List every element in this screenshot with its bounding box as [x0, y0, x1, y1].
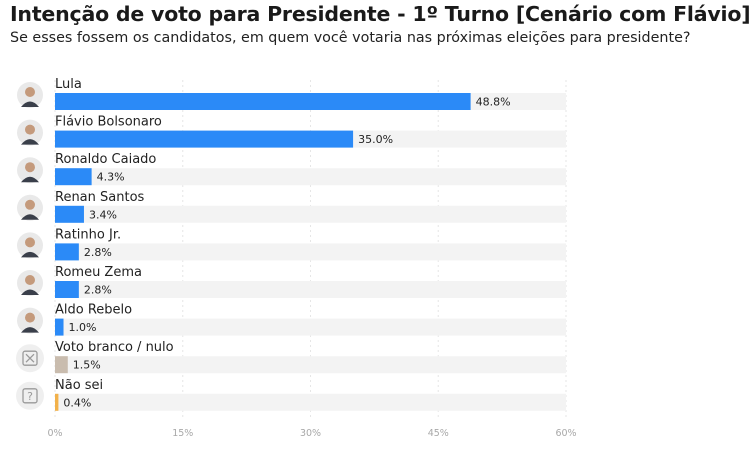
category-label: Ratinho Jr.	[55, 227, 121, 242]
question-box-icon	[22, 388, 38, 404]
value-label: 2.8%	[84, 246, 112, 259]
avatar-head	[25, 237, 35, 248]
x-tick-label: 60%	[555, 428, 576, 439]
bar	[55, 356, 68, 374]
avatar-body	[21, 214, 39, 220]
avatar-body	[21, 101, 39, 107]
question-mark: ?	[27, 390, 33, 403]
avatar-bg	[16, 381, 44, 410]
bar-track	[55, 205, 566, 223]
category-label: Lula	[55, 77, 82, 92]
avatar-head	[25, 124, 35, 135]
x-tick-label: 45%	[428, 428, 449, 439]
value-label: 4.3%	[97, 171, 125, 184]
bar-track	[55, 243, 566, 261]
value-label: 0.4%	[63, 396, 91, 409]
x-box-icon	[16, 344, 44, 373]
bar-track	[55, 168, 566, 186]
x-tick-label: 15%	[172, 428, 193, 439]
bar-row: ? Não sei 0.4%	[16, 378, 566, 411]
category-label: Não sei	[55, 378, 103, 393]
bar-row: Renan Santos 3.4%	[17, 190, 566, 223]
bar-track	[55, 318, 566, 336]
bar-row: Flávio Bolsonaro 35.0%	[17, 115, 566, 148]
avatar-head	[25, 87, 35, 97]
value-label: 3.4%	[89, 208, 117, 221]
avatar-body	[21, 289, 39, 295]
bar-row: Aldo Rebelo 1.0%	[17, 303, 566, 336]
person-avatar-icon	[17, 232, 43, 259]
bar-row: Ronaldo Caiado 4.3%	[17, 152, 566, 186]
category-label: Romeu Zema	[55, 265, 142, 280]
bar	[55, 130, 354, 148]
chart-title: Intenção de voto para Presidente - 1º Tu…	[10, 2, 750, 26]
question-box-icon: ?	[16, 381, 44, 410]
bar-row: Voto branco / nulo 1.5%	[55, 340, 566, 374]
category-label: Voto branco / nulo	[55, 340, 174, 355]
x-box-icon	[22, 350, 38, 366]
avatar-head	[25, 162, 35, 173]
avatar-body	[21, 327, 39, 333]
value-label: 2.8%	[84, 284, 112, 297]
avatar-head	[25, 312, 35, 323]
bar	[55, 281, 79, 298]
bar	[55, 205, 84, 223]
value-label: 1.0%	[69, 321, 97, 334]
value-label: 35.0%	[358, 133, 393, 146]
person-avatar-icon	[17, 307, 43, 334]
bar-row: Romeu Zema 2.8%	[17, 265, 566, 298]
bar-track	[55, 393, 566, 411]
avatar-head	[25, 199, 35, 210]
category-label: Flávio Bolsonaro	[55, 115, 162, 130]
bar	[55, 93, 471, 110]
person-avatar-icon	[17, 270, 43, 296]
bar	[55, 393, 59, 411]
chart-subtitle: Se esses fossem os candidatos, em quem v…	[10, 30, 691, 46]
x-tick-label: 0%	[47, 428, 62, 439]
person-avatar-icon	[17, 157, 43, 184]
bar	[55, 168, 92, 186]
category-label: Aldo Rebelo	[55, 303, 132, 318]
avatar-body	[21, 251, 39, 258]
x-mark	[25, 353, 35, 363]
bar-row: Lula 48.8%	[17, 77, 566, 110]
bar-row: Ratinho Jr. 2.8%	[17, 227, 566, 261]
bar	[55, 318, 64, 336]
person-avatar-icon	[17, 82, 43, 108]
person-avatar-icon	[17, 194, 43, 221]
value-label: 1.5%	[73, 359, 101, 372]
avatar-body	[21, 176, 39, 183]
category-label: Ronaldo Caiado	[55, 152, 156, 167]
bar-track	[55, 281, 566, 298]
bar	[55, 243, 79, 261]
x-tick-label: 30%	[300, 428, 321, 439]
avatar-body	[21, 139, 39, 145]
avatar-head	[25, 275, 35, 285]
bar-track	[55, 356, 566, 374]
person-avatar-icon	[17, 119, 43, 146]
value-label: 48.8%	[476, 96, 511, 109]
category-label: Renan Santos	[55, 190, 145, 205]
